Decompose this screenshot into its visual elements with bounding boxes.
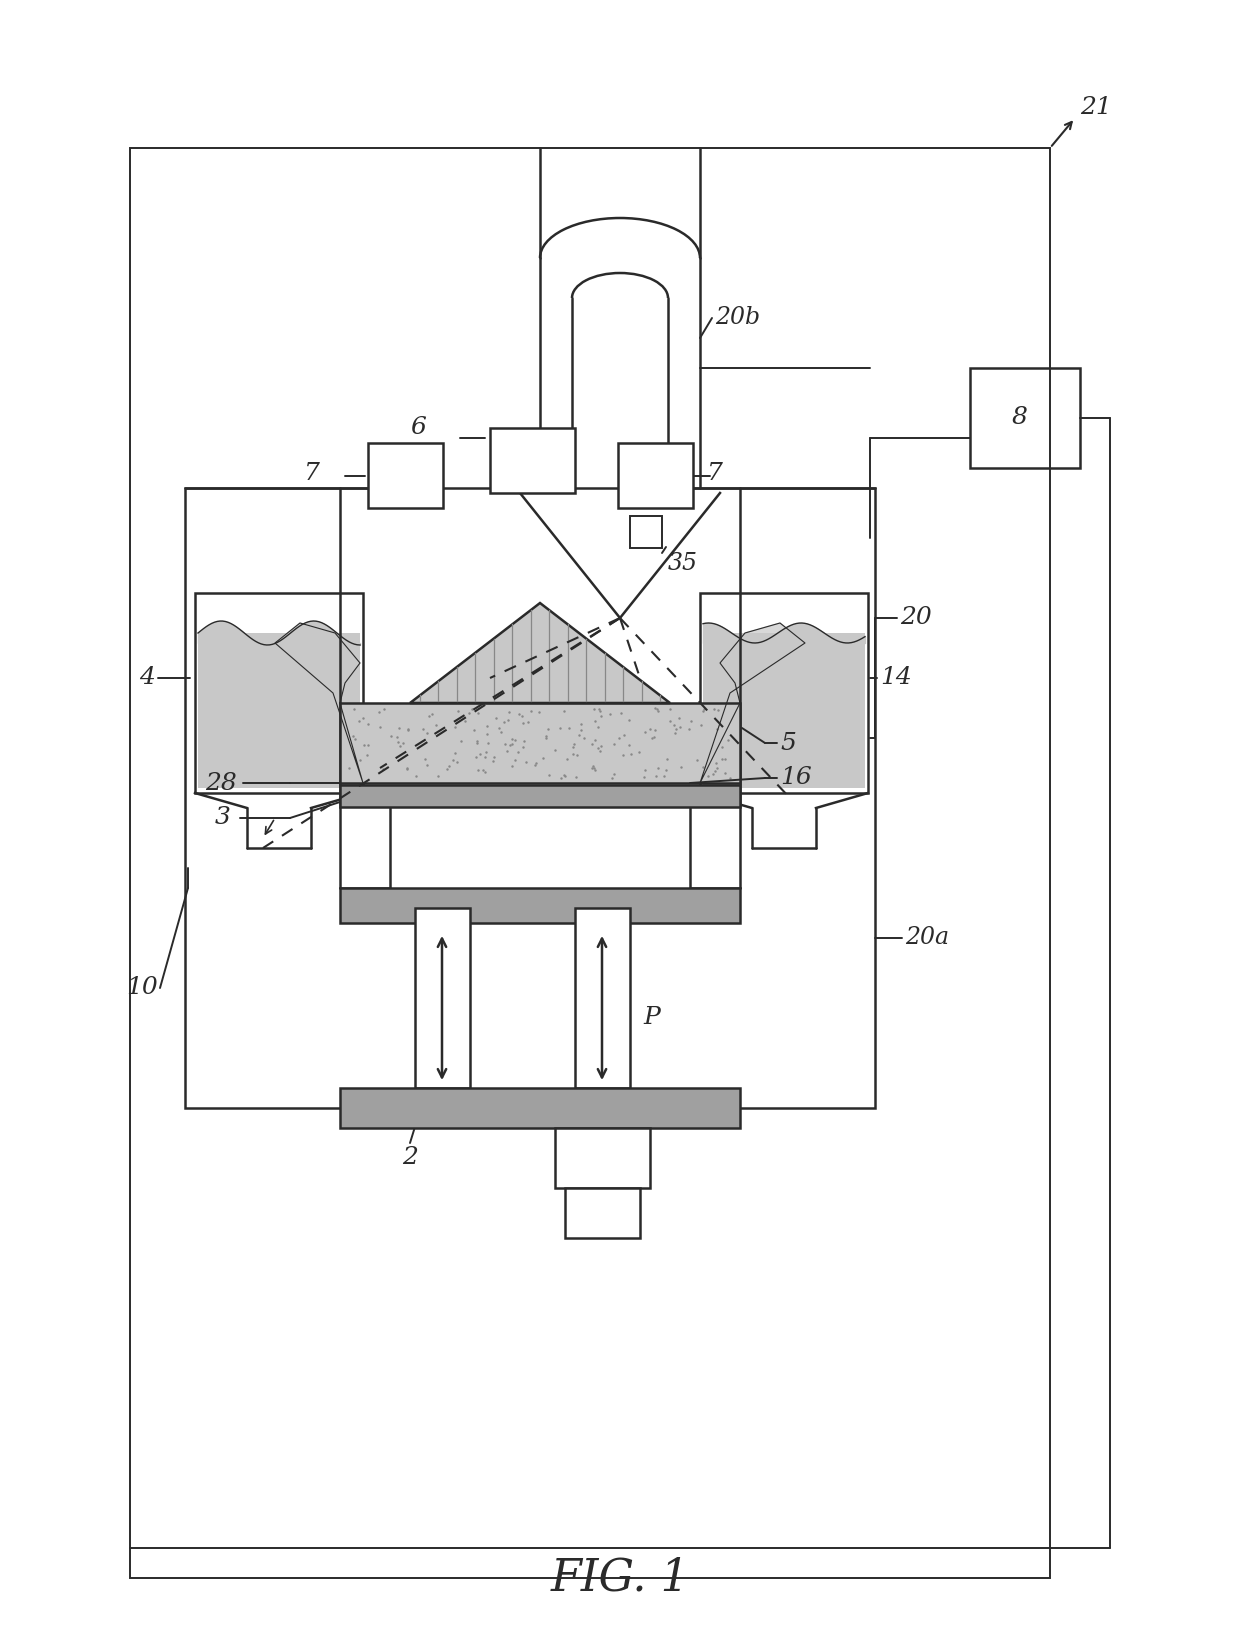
Text: 7: 7 <box>707 462 723 485</box>
Text: 16: 16 <box>780 767 812 790</box>
Text: P: P <box>644 1006 660 1030</box>
Bar <box>575 907 630 1088</box>
Bar <box>340 785 740 808</box>
Bar <box>368 442 443 508</box>
Bar <box>703 632 866 788</box>
Text: FIG. 1: FIG. 1 <box>551 1556 689 1600</box>
Bar <box>490 428 575 493</box>
Text: 20a: 20a <box>905 927 949 950</box>
Bar <box>130 147 1050 1577</box>
Text: 8: 8 <box>1012 406 1028 429</box>
Bar <box>630 516 662 549</box>
Bar <box>195 593 363 793</box>
Bar <box>618 442 693 508</box>
Polygon shape <box>410 603 670 703</box>
Text: 6: 6 <box>410 416 425 439</box>
Text: 28: 28 <box>205 771 237 794</box>
Bar <box>415 907 470 1088</box>
Polygon shape <box>275 622 363 783</box>
Text: 20b: 20b <box>715 306 760 329</box>
Text: 10: 10 <box>126 976 157 999</box>
Text: 2: 2 <box>402 1147 418 1170</box>
Text: 5: 5 <box>780 732 796 755</box>
Polygon shape <box>701 622 805 783</box>
Bar <box>198 632 360 788</box>
Bar <box>565 1188 640 1238</box>
Bar <box>340 1088 740 1129</box>
Text: 35: 35 <box>668 552 698 575</box>
Text: 21: 21 <box>1080 97 1112 120</box>
Bar <box>340 703 740 783</box>
Bar <box>701 593 868 793</box>
Text: 4: 4 <box>139 667 155 690</box>
Text: 14: 14 <box>880 667 911 690</box>
Bar <box>340 888 740 922</box>
Text: 20: 20 <box>900 606 931 629</box>
Bar <box>185 488 875 1107</box>
Text: 7: 7 <box>304 462 320 485</box>
Bar <box>556 1129 650 1188</box>
Text: 3: 3 <box>215 806 231 829</box>
Bar <box>970 369 1080 468</box>
